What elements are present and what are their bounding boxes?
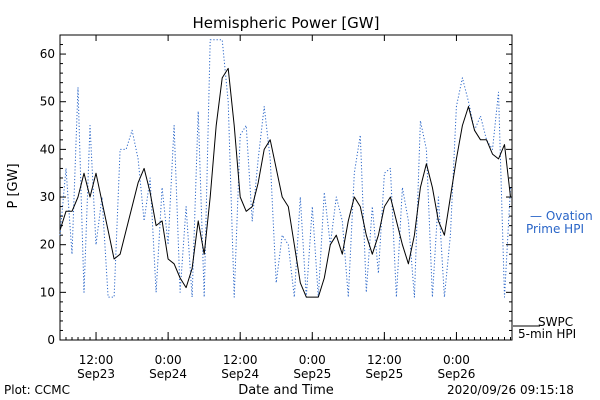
legend-swpc-line2: 5-min HPI: [518, 327, 576, 341]
legend-ovation-line1: — Ovation: [530, 209, 593, 223]
x-tick-label-time: 0:00: [155, 353, 182, 367]
x-axis-label: Date and Time: [238, 383, 334, 398]
y-tick-label: 40: [40, 142, 55, 156]
y-axis-ticks: 0 10 20 30 40 50 60: [40, 34, 512, 347]
chart-title: Hemispheric Power [GW]: [193, 14, 380, 32]
x-tick-label-date: Sep25: [365, 367, 403, 381]
y-tick-label: 0: [47, 333, 55, 347]
series-line-ovation-prime: [59, 39, 511, 298]
x-tick-label-date: Sep24: [149, 367, 187, 381]
legend-swpc-line1: SWPC: [538, 315, 573, 329]
legend-ovation-line2: Prime HPI: [526, 222, 584, 236]
x-tick-label-date: Sep23: [77, 367, 115, 381]
y-axis-label: P [GW]: [6, 163, 21, 208]
x-tick-label-time: 0:00: [299, 353, 326, 367]
x-tick-label-time: 0:00: [443, 353, 470, 367]
y-tick-label: 20: [40, 238, 55, 252]
x-tick-label-date: Sep26: [437, 367, 475, 381]
series-line-swpc: [59, 67, 511, 298]
y-tick-label: 10: [40, 285, 55, 299]
x-tick-label-time: 12:00: [79, 353, 114, 367]
x-tick-label-time: 12:00: [223, 353, 258, 367]
y-tick-label: 30: [40, 190, 55, 204]
series-layer: [59, 39, 511, 298]
timestamp: 2020/09/26 09:15:18: [447, 383, 574, 397]
x-tick-label-time: 12:00: [367, 353, 402, 367]
plot-credit: Plot: CCMC: [4, 383, 70, 397]
y-tick-label: 60: [40, 47, 55, 61]
x-tick-label-date: Sep24: [221, 367, 259, 381]
y-tick-label: 50: [40, 95, 55, 109]
x-axis-ticks: 12:00Sep230:00Sep2412:00Sep240:00Sep2512…: [65, 35, 511, 381]
x-tick-label-date: Sep25: [293, 367, 331, 381]
